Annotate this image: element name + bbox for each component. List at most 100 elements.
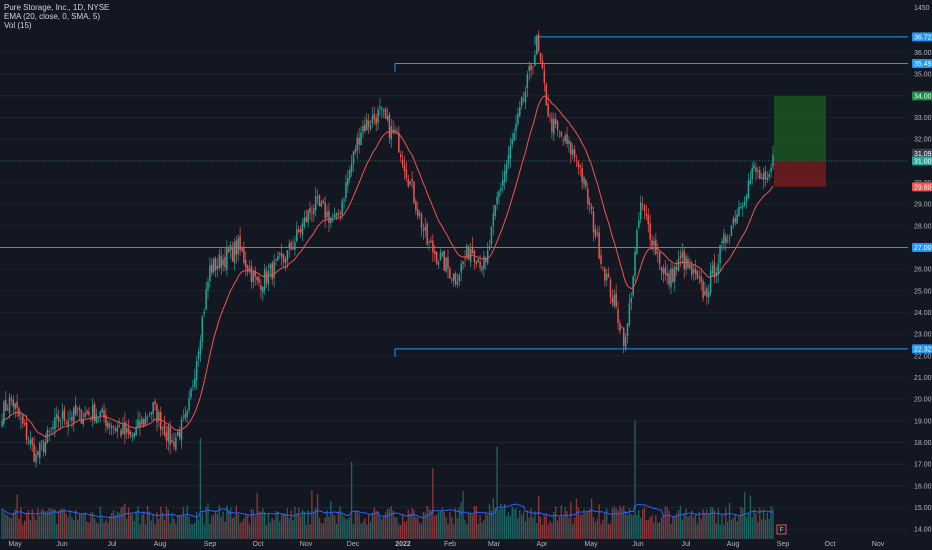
footer-marker-box — [776, 524, 787, 535]
candle-body — [161, 426, 164, 429]
volume-bar — [689, 515, 691, 539]
volume-bar — [120, 507, 122, 539]
candle-body — [35, 454, 37, 463]
volume-bar — [460, 502, 462, 539]
volume-bar — [150, 520, 152, 539]
candle-body — [609, 279, 612, 298]
volume-bar — [458, 507, 460, 539]
price-badge-label: 31.00 — [914, 158, 932, 165]
volume-bar — [61, 508, 64, 539]
candle-body — [536, 36, 538, 55]
volume-bar — [118, 512, 120, 539]
volume-bar — [541, 524, 544, 539]
symbol-legend[interactable]: Pure Storage, Inc., 1D, NYSE — [4, 3, 109, 12]
time-tick-label: Feb — [444, 541, 456, 548]
candle-body — [450, 278, 453, 279]
volume-bar — [330, 501, 332, 539]
candle-body — [390, 126, 393, 140]
time-tick-label: May — [8, 541, 22, 548]
candle-body — [690, 264, 693, 276]
volume-bar — [16, 494, 18, 539]
candle-body — [273, 261, 275, 278]
candle-body — [156, 404, 158, 423]
candle-body — [662, 268, 665, 274]
candle-body — [186, 411, 188, 417]
candle-body — [182, 417, 185, 418]
volume-bar — [526, 510, 528, 539]
volume-bar — [418, 522, 421, 539]
volume-bar — [721, 513, 723, 539]
volume-bar — [400, 524, 402, 539]
volume-bar — [715, 523, 717, 539]
volume-bar — [556, 520, 559, 539]
candle-body — [730, 225, 733, 236]
time-tick-label: Aug — [154, 541, 167, 548]
candle-body — [742, 205, 744, 208]
candle-body — [481, 267, 483, 271]
volume-bar — [630, 514, 632, 539]
ema-legend[interactable]: EMA (20, close, 0, SMA, 5) — [4, 12, 100, 21]
volume-bar — [50, 508, 52, 539]
volume-bar — [169, 523, 171, 539]
candle-body — [127, 427, 130, 435]
volume-bar — [178, 515, 181, 539]
candle-body — [570, 142, 572, 155]
long-position-tool[interactable] — [0, 95, 908, 187]
volume-bar — [519, 510, 521, 539]
candle-body — [224, 256, 226, 268]
price-tick-label: 24.00 — [914, 310, 932, 317]
candle-body — [93, 404, 96, 422]
candle-body — [379, 106, 381, 108]
candle-body — [621, 327, 623, 328]
time-axis[interactable]: May Jun Jul Aug Sep Oct Nov Dec 2022 Feb Mar Apr May… — [8, 524, 885, 548]
candle-body — [666, 272, 668, 277]
candle-body — [201, 316, 204, 342]
candle-body — [632, 276, 634, 296]
volume-bar — [407, 509, 409, 539]
volume-bar — [623, 505, 625, 539]
volume-bar — [545, 513, 547, 539]
candle-body — [108, 424, 111, 427]
candle-body — [418, 213, 421, 216]
volume-bar — [434, 515, 436, 539]
candle-body — [416, 209, 419, 216]
volume-bar — [424, 512, 426, 539]
price-tick-label: 19.00 — [914, 418, 932, 425]
price-tick-label: 28.00 — [914, 223, 932, 230]
candle-body — [84, 412, 86, 418]
candle-body — [103, 410, 105, 418]
candle-body — [403, 164, 406, 172]
candle-body — [233, 242, 236, 264]
candle-body — [430, 240, 432, 243]
volume-bar — [88, 522, 90, 539]
candle-body — [29, 440, 32, 444]
volume-bar — [271, 517, 273, 539]
candle-body — [14, 403, 16, 409]
volume-bar — [738, 515, 740, 539]
volume-bar — [713, 510, 716, 539]
volume-legend[interactable]: Vol (15) — [4, 21, 32, 30]
candle-body — [373, 114, 376, 120]
candle-body — [532, 67, 534, 68]
volume-bar — [585, 511, 587, 539]
volume-bar — [515, 508, 517, 539]
volume-bar — [182, 507, 185, 539]
volume-bar — [114, 515, 117, 539]
candle-body — [399, 154, 402, 158]
footer-marker: F — [779, 527, 783, 534]
volume-bar — [233, 516, 236, 539]
candle-body — [125, 428, 128, 433]
time-tick-label: Oct — [825, 541, 836, 548]
volume-bar — [137, 506, 139, 539]
volume-bar — [560, 505, 563, 539]
volume-bar — [555, 506, 557, 539]
volume-bar — [92, 512, 94, 539]
volume-bar — [133, 521, 135, 539]
volume-bar — [579, 514, 581, 539]
candle-body — [449, 268, 451, 279]
volume-bar — [390, 506, 392, 539]
volume-bar — [439, 510, 442, 539]
candle-body — [566, 134, 568, 144]
candle-body — [685, 256, 687, 270]
